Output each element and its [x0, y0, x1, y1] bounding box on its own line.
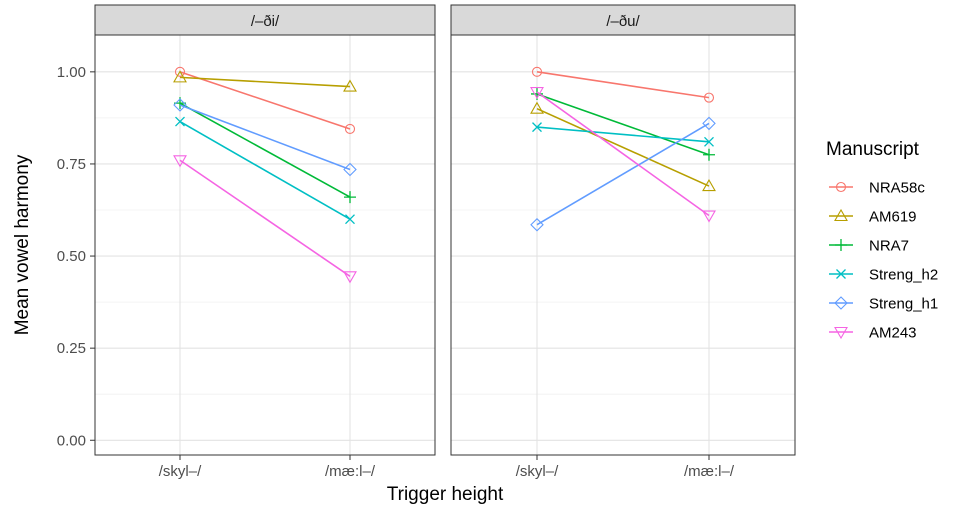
- x-axis-title: Trigger height: [387, 484, 504, 505]
- series-line-streng-h2: [179, 120, 351, 220]
- panel-right: /–ðu/: [450, 4, 796, 456]
- legend-item-nra7: NRA7: [829, 238, 909, 255]
- legend-title: Manuscript: [826, 139, 920, 160]
- y-tick-label: 0.50: [57, 248, 86, 265]
- data-point-am619: [530, 101, 544, 114]
- legend-key-marker: [836, 269, 846, 279]
- data-point-nra58c: [344, 123, 356, 134]
- legend-label: Streng_h1: [869, 296, 938, 313]
- series-line-nra7: [536, 93, 710, 156]
- data-point-streng-h1: [173, 98, 187, 112]
- x-tick-label: /mæ:l–/: [684, 463, 735, 480]
- legend-item-streng-h1: Streng_h1: [829, 296, 938, 313]
- data-point-streng-h1: [702, 116, 716, 131]
- data-point-streng-h2: [704, 136, 714, 147]
- y-tick-label: 0.75: [57, 156, 86, 173]
- y-tick-label: 0.00: [57, 432, 86, 449]
- y-axis: 0.00 0.25 0.50 0.75 1.00: [57, 64, 95, 449]
- data-point-am243: [173, 155, 187, 168]
- series-line-am619: [536, 107, 710, 187]
- series-line-am619: [179, 76, 351, 88]
- panel-left-background: [95, 35, 435, 455]
- panel-right-series: [530, 66, 716, 232]
- panel-left-border: [94, 34, 436, 456]
- legend-key-marker: [834, 296, 848, 310]
- legend-item-streng-h2: Streng_h2: [829, 267, 938, 284]
- x-axis-right: /skyl–/ /mæ:l–/: [516, 455, 735, 480]
- legend-label: AM619: [869, 209, 917, 226]
- data-point-nra7: [703, 148, 715, 161]
- series-line-nra7: [179, 102, 351, 198]
- legend-key-marker: [834, 326, 848, 340]
- legend-key-marker: [835, 239, 847, 251]
- legend-label: AM243: [869, 325, 917, 342]
- panel-right-strip: [450, 4, 796, 36]
- panel-left-strip: [94, 4, 436, 36]
- panel-left-title: /–ði/: [251, 13, 280, 30]
- data-point-nra58c: [703, 92, 715, 103]
- panel-right-border: [450, 34, 796, 456]
- data-point-am619: [343, 79, 357, 92]
- panel-right-title: /–ðu/: [606, 13, 640, 30]
- data-point-am243: [343, 271, 357, 284]
- series-line-streng-h1: [536, 122, 710, 226]
- data-point-nra58c: [531, 66, 543, 77]
- series-line-am243: [179, 159, 351, 277]
- x-tick-label: /mæ:l–/: [325, 463, 376, 480]
- data-point-streng-h2: [532, 122, 542, 133]
- series-line-streng-h1: [179, 104, 351, 171]
- legend-key-marker: [834, 208, 848, 222]
- y-tick-label: 1.00: [57, 64, 86, 81]
- x-tick-label: /skyl–/: [159, 463, 202, 480]
- panel-right-background: [451, 35, 795, 455]
- y-axis-title: Mean vowel harmony: [12, 154, 33, 335]
- data-point-am619: [173, 70, 187, 83]
- data-point-streng-h2: [175, 116, 185, 127]
- data-point-am619: [702, 178, 716, 192]
- panel-right-grid: [451, 35, 795, 455]
- y-tick-label: 0.25: [57, 340, 86, 357]
- data-point-am243: [530, 87, 544, 100]
- data-point-nra7: [344, 191, 356, 204]
- series-line-nra58c: [536, 71, 710, 99]
- data-point-streng-h2: [345, 214, 355, 225]
- panel-left: /–ði/: [94, 4, 436, 456]
- legend-label: NRA58c: [869, 180, 925, 197]
- legend-item-am619: AM619: [829, 209, 917, 226]
- panel-left-series: [173, 66, 357, 284]
- data-point-streng-h1: [530, 217, 544, 232]
- x-tick-label: /skyl–/: [516, 463, 559, 480]
- legend-key-marker: [835, 181, 847, 193]
- x-axis-left: /skyl–/ /mæ:l–/: [159, 455, 376, 480]
- legend-label: Streng_h2: [869, 267, 938, 284]
- data-point-streng-h1: [343, 162, 357, 177]
- data-point-nra58c: [174, 66, 186, 77]
- legend-item-nra58c: NRA58c: [829, 180, 925, 197]
- series-line-nra58c: [179, 71, 351, 130]
- legend-item-am243: AM243: [829, 325, 917, 342]
- data-point-am243: [702, 210, 716, 223]
- legend: Manuscript NRA58c AM619 NRA7 Streng_h2 Stren…: [826, 139, 938, 342]
- legend-items: NRA58c AM619 NRA7 Streng_h2 Streng_h1 AM243: [829, 180, 938, 342]
- series-line-am243: [536, 91, 710, 217]
- legend-label: NRA7: [869, 238, 909, 255]
